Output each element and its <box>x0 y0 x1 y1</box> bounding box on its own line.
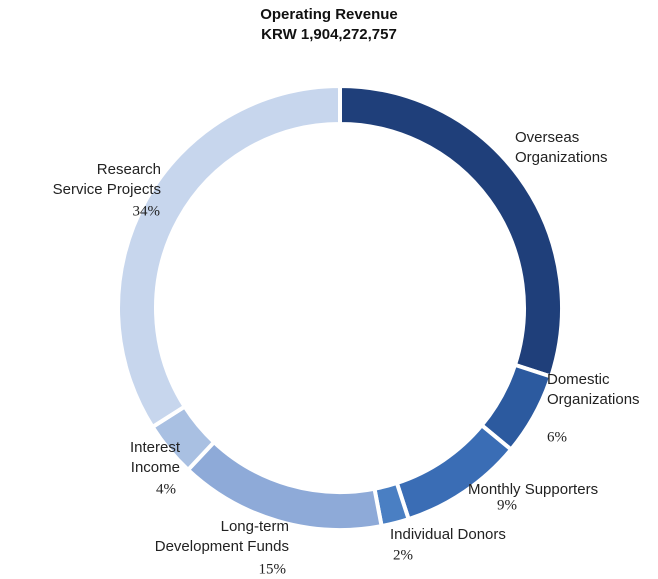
category-label: Long-term Development Funds <box>154 518 289 555</box>
category-label: Domestic Organizations <box>547 371 640 408</box>
value-label: 4% <box>156 481 176 497</box>
value-label: 34% <box>133 203 161 219</box>
donut-segment <box>394 422 514 522</box>
category-label: Interest Income <box>129 439 180 476</box>
value-label: 15% <box>259 561 287 577</box>
value-label: 6% <box>547 429 567 445</box>
category-label: Research Service Projects <box>52 161 161 198</box>
category-label: Overseas Organizations <box>515 129 608 166</box>
donut-segment <box>116 83 342 430</box>
value-label: 9% <box>497 497 517 513</box>
value-label: 2% <box>393 547 413 563</box>
category-label: Individual Donors <box>390 526 506 543</box>
chart-subtitle: KRW 1,904,272,757 <box>261 26 397 43</box>
category-label: Monthly Supporters <box>468 481 599 498</box>
chart-title: Operating Revenue <box>260 6 398 23</box>
